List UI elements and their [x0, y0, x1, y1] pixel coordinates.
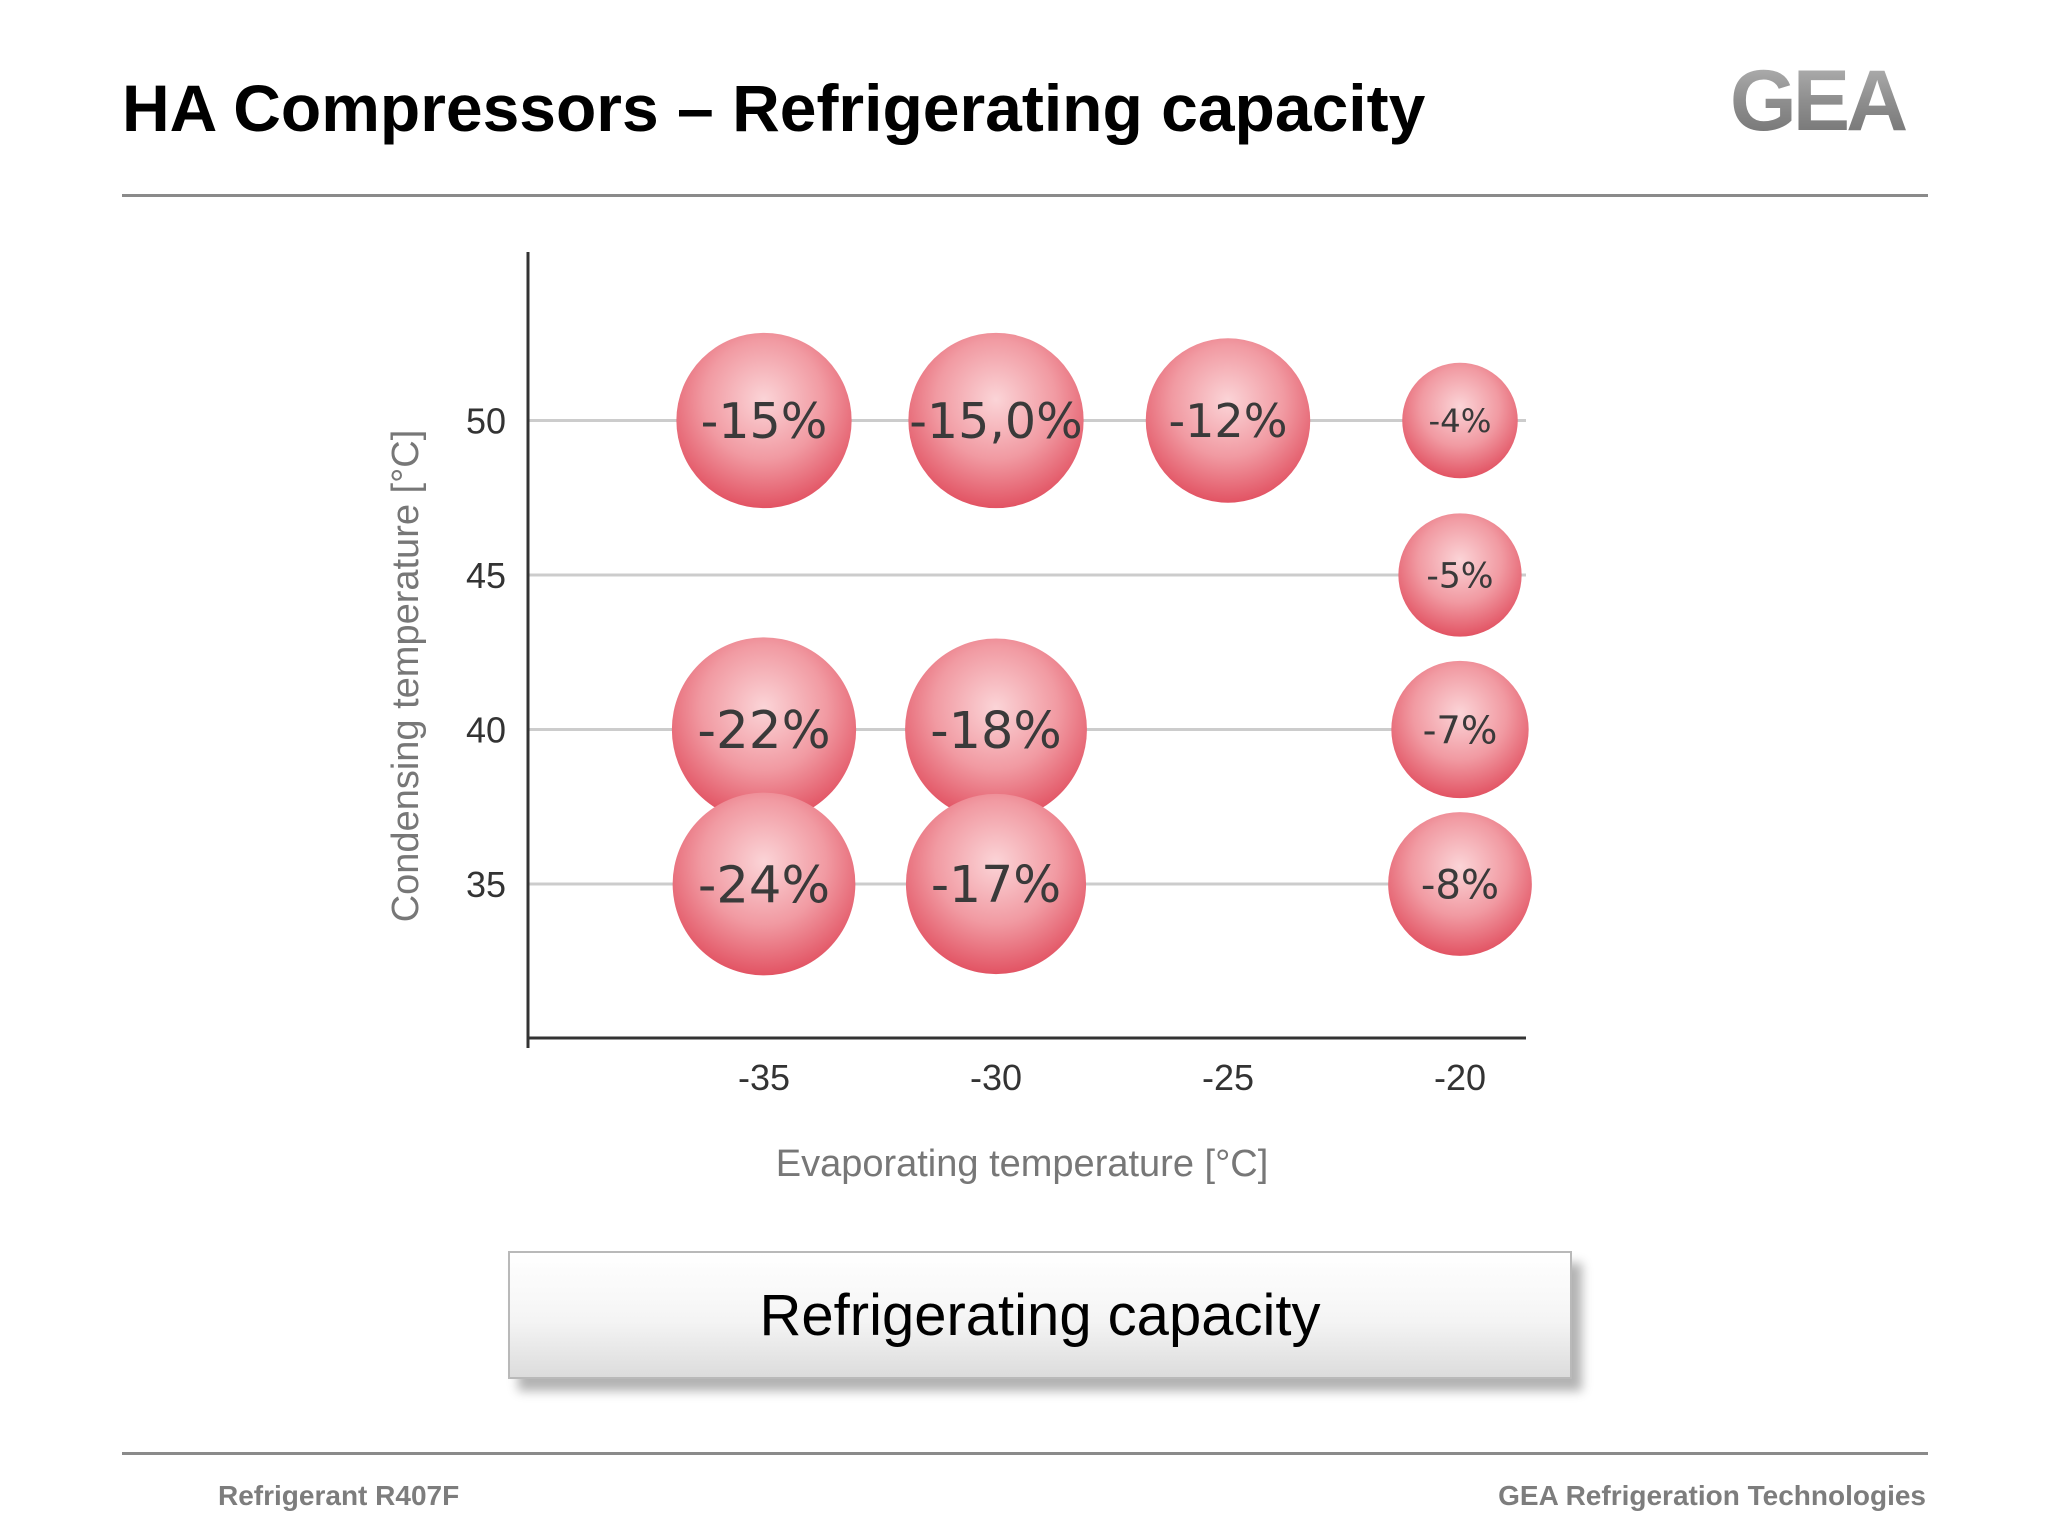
bubble-circle [905, 793, 1087, 975]
legend-label: Refrigerating capacity [759, 1282, 1321, 1348]
bubble: -15% [676, 332, 852, 509]
x-tick-label: -35 [738, 1057, 790, 1098]
x-tick-label: -20 [1434, 1057, 1486, 1098]
bubble: -17% [905, 793, 1087, 975]
y-tick-label: 40 [466, 710, 506, 751]
bubble-label: -24% [698, 856, 830, 915]
bubble-circle [1391, 660, 1529, 799]
bubble-circle [672, 792, 856, 976]
bubble-circle [1388, 812, 1532, 956]
bubble: -7% [1391, 660, 1529, 799]
bubble: -22% [671, 637, 857, 822]
bubble-circle [1398, 513, 1522, 637]
bubble: -8% [1388, 812, 1532, 956]
bubble-label: -8% [1421, 862, 1499, 908]
bubble-label: -15,0% [909, 392, 1083, 450]
y-tick-label: 35 [466, 864, 506, 905]
y-tick-label: 45 [466, 555, 506, 596]
bubble-circle [676, 332, 852, 509]
footer-divider [122, 1452, 1928, 1455]
bubble: -15,0% [908, 332, 1084, 509]
gea-logo: GEA [1730, 62, 1910, 138]
bubble: -12% [1145, 338, 1311, 503]
bubble-label: -4% [1429, 402, 1492, 440]
bubble-label: -12% [1169, 394, 1288, 448]
bubble-circle [905, 638, 1087, 821]
bubble-label: -18% [930, 702, 1062, 761]
x-tick-label: -30 [970, 1057, 1022, 1098]
axes [526, 252, 1526, 1048]
bubble: -18% [905, 638, 1087, 821]
bubble-label: -22% [697, 701, 830, 761]
footer-left-text: Refrigerant R407F [218, 1480, 460, 1511]
bubble-circle [1145, 338, 1311, 503]
bubble-label: -7% [1423, 708, 1498, 753]
legend-box: Refrigerating capacity [508, 1251, 1572, 1379]
bubble-label: -5% [1426, 556, 1493, 596]
slide-title: HA Compressors – Refrigerating capacity [122, 71, 1426, 145]
bubble-circle [671, 637, 857, 822]
logo-text: GEA [1730, 62, 1906, 138]
bubble: -5% [1398, 513, 1522, 637]
x-axis-title: Evaporating temperature [°C] [776, 1143, 1269, 1185]
bubble: -24% [672, 792, 856, 976]
bubble: -4% [1402, 362, 1518, 479]
x-tick-label: -25 [1202, 1057, 1254, 1098]
y-axis-title: Condensing temperature [°C] [385, 430, 427, 923]
bubble-label: -15% [701, 392, 828, 450]
bubble-label: -17% [931, 855, 1061, 914]
bubble-circle [1402, 362, 1518, 479]
footer-right-text: GEA Refrigeration Technologies [1498, 1480, 1926, 1511]
bubble-circle [908, 332, 1084, 509]
header-divider [122, 194, 1928, 197]
bubble-series: -15% -15,0% -12% -4% -5% -22% -18% -7% -24% -17% -… [671, 332, 1532, 976]
tick-labels: 35 40 45 50 -35 -30 -25 -20 [466, 401, 1486, 1099]
y-tick-label: 50 [466, 401, 506, 442]
